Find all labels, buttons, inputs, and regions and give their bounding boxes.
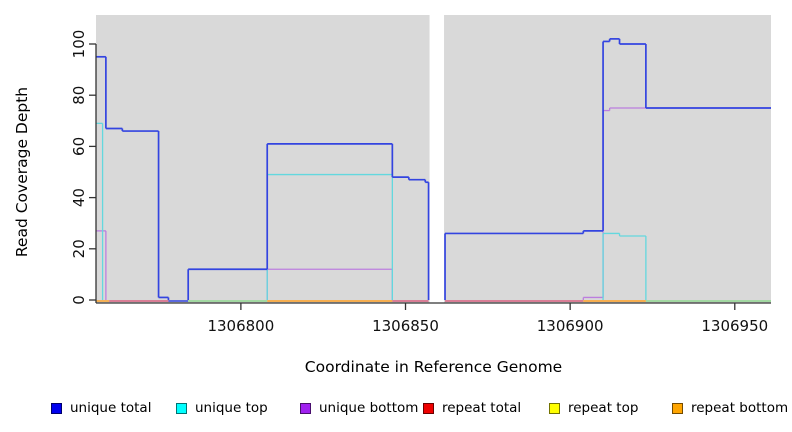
y-axis-title: Read Coverage Depth: [13, 87, 31, 257]
coverage-gap: [429, 15, 445, 305]
legend-label: repeat bottom: [691, 400, 789, 416]
x-tick-label: 1306950: [701, 317, 768, 335]
y-tick-label: 80: [70, 86, 88, 105]
legend-item-unique-total: unique total: [51, 400, 151, 416]
x-tick-label: 1306900: [537, 317, 604, 335]
legend-swatch-repeat-top: [549, 402, 560, 414]
chart-legend: unique total unique top unique bottom repea…: [0, 396, 792, 422]
legend-swatch-unique-top: [176, 402, 187, 414]
legend-label: repeat total: [442, 400, 522, 416]
y-tick-label: 100: [70, 30, 88, 59]
x-tick-label: 1306850: [372, 317, 439, 335]
y-tick-label: 20: [70, 239, 88, 258]
legend-item-repeat-top: repeat top: [549, 400, 638, 416]
series-unique-top: [96, 122, 647, 300]
legend-label: unique bottom: [319, 400, 419, 416]
y-tick-label: 60: [70, 137, 88, 156]
legend-swatch-unique-total: [51, 402, 62, 414]
legend-label: repeat top: [568, 400, 639, 416]
x-tick-label: 1306800: [207, 317, 274, 335]
legend-swatch-repeat-bottom: [672, 402, 683, 414]
legend-label: unique total: [70, 400, 152, 416]
legend-item-repeat-total: repeat total: [423, 400, 521, 416]
coverage-chart: 0 20 40 60 80 100 1306800 1306850 1306900 1306950…: [13, 15, 771, 376]
legend-label: unique top: [195, 400, 268, 416]
legend-swatch-repeat-total: [423, 402, 434, 414]
legend-item-unique-top: unique top: [176, 400, 268, 416]
y-tick-label: 0: [70, 295, 88, 305]
legend-item-repeat-bottom: repeat bottom: [672, 400, 788, 416]
y-tick-label: 40: [70, 188, 88, 207]
series-unique-total: [96, 38, 771, 300]
x-axis-title: Coordinate in Reference Genome: [305, 358, 562, 376]
legend-swatch-unique-bottom: [300, 402, 311, 414]
legend-item-unique-bottom: unique bottom: [300, 400, 418, 416]
